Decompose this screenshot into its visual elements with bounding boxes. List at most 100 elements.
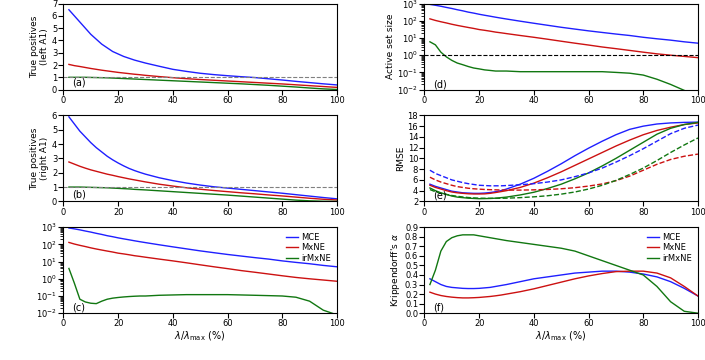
MxNE	[81, 244, 90, 249]
MCE	[516, 279, 525, 284]
Text: (f): (f)	[433, 303, 443, 312]
MCE	[612, 269, 620, 273]
MCE	[292, 260, 300, 265]
MxNE	[264, 272, 273, 276]
MxNE	[319, 278, 328, 282]
MxNE	[155, 257, 164, 261]
Y-axis label: True positives
(left A1): True positives (left A1)	[30, 15, 49, 78]
MxNE	[109, 250, 117, 254]
MCE	[584, 270, 593, 274]
irMxNE	[65, 266, 73, 271]
irMxNE	[464, 233, 472, 237]
MxNE	[114, 251, 123, 255]
MxNE	[475, 295, 484, 300]
MxNE	[196, 263, 204, 267]
Y-axis label: Krippendorff's $\alpha$: Krippendorff's $\alpha$	[389, 233, 402, 307]
MCE	[458, 286, 467, 291]
Line: irMxNE: irMxNE	[430, 235, 698, 313]
MCE	[183, 247, 191, 251]
MxNE	[223, 266, 232, 271]
MCE	[155, 243, 164, 247]
Line: irMxNE: irMxNE	[69, 269, 337, 315]
Y-axis label: Active set size: Active set size	[386, 14, 395, 79]
MxNE	[584, 274, 593, 278]
irMxNE	[305, 299, 314, 303]
MxNE	[87, 246, 95, 250]
MxNE	[237, 269, 245, 273]
MCE	[491, 284, 500, 289]
MCE	[319, 263, 328, 267]
Line: MCE: MCE	[69, 228, 337, 267]
MCE	[470, 287, 478, 291]
MCE	[125, 238, 133, 242]
irMxNE	[497, 238, 505, 242]
irMxNE	[155, 293, 164, 297]
MxNE	[529, 287, 538, 291]
MCE	[278, 259, 286, 263]
MxNE	[502, 292, 510, 296]
MxNE	[75, 243, 84, 248]
MCE	[168, 245, 177, 249]
MxNE	[464, 296, 472, 300]
MxNE	[209, 265, 218, 269]
irMxNE	[529, 242, 538, 247]
MCE	[136, 239, 145, 244]
Y-axis label: True positives
(right A1): True positives (right A1)	[30, 127, 49, 190]
irMxNE	[125, 294, 133, 299]
irMxNE	[70, 281, 79, 285]
irMxNE	[570, 249, 579, 253]
MCE	[333, 265, 341, 269]
MCE	[119, 237, 128, 241]
irMxNE	[251, 293, 259, 297]
MCE	[625, 270, 634, 274]
MxNE	[92, 247, 101, 251]
MCE	[92, 231, 101, 235]
MCE	[436, 282, 445, 287]
irMxNE	[183, 292, 191, 297]
irMxNE	[237, 293, 245, 297]
MxNE	[168, 259, 177, 263]
irMxNE	[223, 292, 232, 297]
MCE	[544, 275, 552, 279]
irMxNE	[436, 249, 445, 253]
MxNE	[557, 280, 565, 284]
MCE	[305, 262, 314, 266]
MxNE	[119, 252, 128, 256]
irMxNE	[598, 258, 606, 263]
MxNE	[470, 296, 478, 300]
MCE	[141, 240, 149, 245]
irMxNE	[486, 235, 494, 240]
irMxNE	[209, 292, 218, 297]
MCE	[557, 273, 565, 277]
irMxNE	[442, 239, 450, 244]
MxNE	[426, 290, 434, 294]
irMxNE	[639, 273, 647, 277]
MCE	[570, 271, 579, 275]
irMxNE	[97, 299, 106, 303]
MCE	[529, 276, 538, 281]
irMxNE	[653, 284, 661, 289]
irMxNE	[625, 268, 634, 273]
MxNE	[694, 294, 702, 298]
MxNE	[125, 253, 133, 257]
Legend: MCE, MxNE, irMxNE: MCE, MxNE, irMxNE	[284, 231, 333, 264]
irMxNE	[475, 234, 484, 238]
irMxNE	[584, 254, 593, 258]
Y-axis label: RMSE: RMSE	[396, 146, 405, 171]
X-axis label: $\lambda/\lambda_{\max}$ (%): $\lambda/\lambda_{\max}$ (%)	[174, 330, 226, 343]
irMxNE	[81, 300, 90, 304]
MCE	[431, 279, 440, 284]
MxNE	[666, 276, 675, 280]
MCE	[251, 256, 259, 260]
MCE	[694, 294, 702, 298]
MCE	[480, 286, 489, 290]
Line: MxNE: MxNE	[430, 271, 698, 298]
MxNE	[516, 289, 525, 294]
MCE	[209, 251, 218, 255]
irMxNE	[470, 233, 478, 237]
MCE	[598, 269, 606, 273]
irMxNE	[168, 293, 177, 297]
irMxNE	[333, 313, 341, 317]
MxNE	[305, 276, 314, 281]
MxNE	[453, 296, 462, 300]
